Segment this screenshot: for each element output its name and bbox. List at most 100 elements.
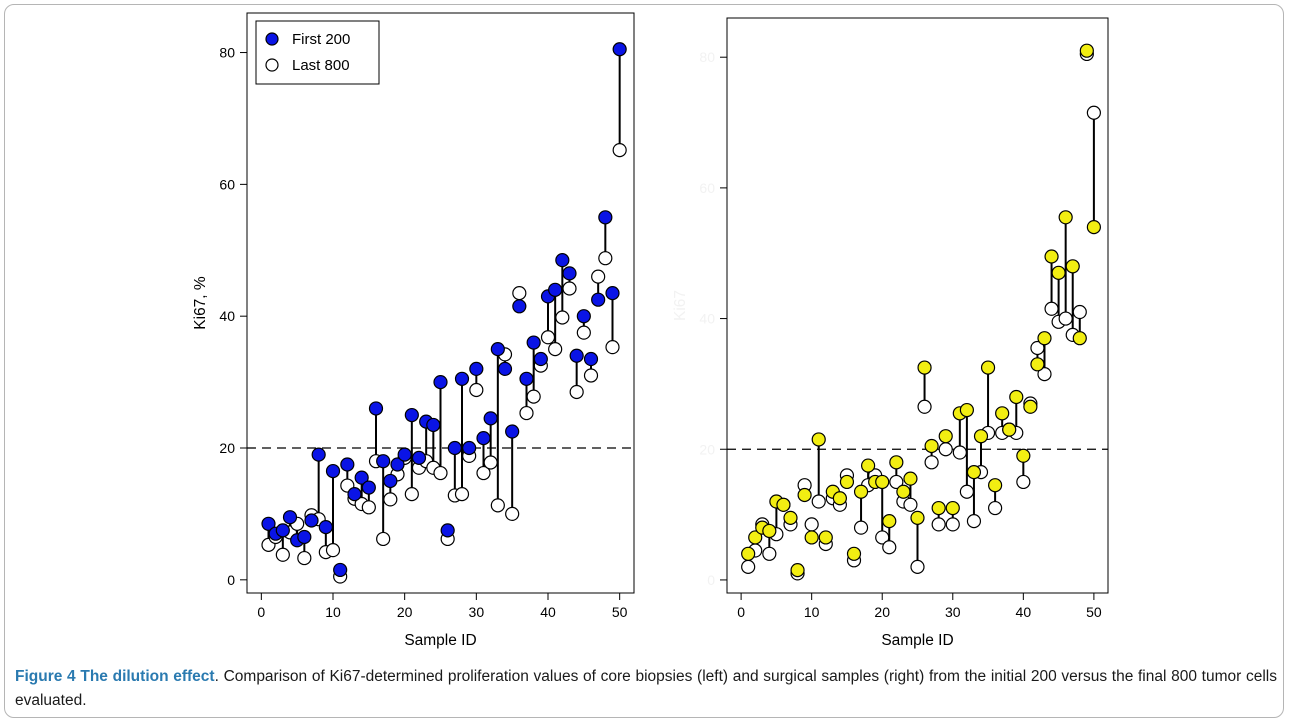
last-800-point — [275, 547, 290, 562]
last-800-point — [952, 445, 967, 460]
last-800-point — [1072, 304, 1087, 320]
x-tick-label: 0 — [737, 604, 745, 620]
first-200-point — [576, 309, 591, 324]
first-200-point — [1009, 389, 1024, 405]
last-800-point — [612, 142, 627, 158]
last-800-point — [889, 474, 904, 490]
first-200-point — [562, 266, 577, 281]
first-200-point — [483, 411, 498, 426]
first-200-point — [605, 286, 620, 301]
last-800-point — [555, 310, 570, 325]
figure-charts: 0 10 20 30 40 50 0 20 40 60 80 Sample ID Ki67, % Firs… — [192, 12, 1109, 649]
first-200-point — [861, 458, 876, 473]
last-800-point — [540, 330, 556, 345]
last-800-point — [591, 269, 606, 284]
last-800-point — [910, 559, 925, 574]
first-200-point — [361, 480, 376, 495]
first-200-point — [832, 491, 847, 506]
legend-marker-first-200 — [265, 32, 279, 46]
first-200-point — [340, 457, 355, 472]
first-200-point — [583, 351, 599, 367]
first-200-point — [354, 470, 369, 485]
last-800-point — [433, 465, 448, 481]
first-200-point — [404, 407, 419, 423]
first-200-point — [304, 513, 319, 528]
x-tick-label: 50 — [1086, 604, 1102, 620]
first-200-point — [261, 516, 276, 531]
first-200-point — [1051, 265, 1066, 280]
left-panel: 0 10 20 30 40 50 0 20 40 60 80 Sample ID Ki67, % Firs… — [192, 12, 635, 649]
first-200-point — [741, 546, 756, 561]
first-200-point — [368, 401, 384, 416]
last-800-point — [383, 492, 398, 507]
first-200-point — [797, 487, 812, 503]
legend-label-first-200: First 200 — [292, 31, 350, 48]
last-800-point — [959, 484, 974, 499]
first-200-point — [347, 487, 362, 502]
legend-box — [255, 20, 380, 85]
last-800-point — [804, 517, 819, 532]
first-200-point — [818, 530, 833, 545]
x-tick-label: 20 — [397, 604, 413, 620]
first-200-point — [1037, 331, 1052, 346]
first-200-point — [1030, 357, 1045, 372]
first-200-point — [853, 484, 869, 499]
first-200-point — [411, 450, 427, 465]
last-800-point — [988, 500, 1003, 516]
first-200-point — [1023, 399, 1038, 414]
first-200-point — [519, 371, 534, 386]
first-200-point — [440, 523, 455, 538]
x-axis-label: Sample ID — [881, 632, 953, 649]
first-200-point — [612, 42, 627, 57]
first-200-point — [462, 440, 477, 456]
plot-area-border — [246, 12, 635, 594]
caption-figure-label: Figure 4 — [15, 668, 76, 685]
first-200-point — [1044, 249, 1059, 264]
first-200-point — [1058, 210, 1073, 225]
last-800-point — [966, 514, 982, 529]
first-200-point — [917, 360, 932, 375]
first-200-point — [945, 500, 960, 516]
first-200-point — [783, 510, 798, 525]
last-800-point — [562, 281, 577, 296]
caption-title: The dilution effect — [80, 668, 215, 685]
first-200-point — [533, 351, 548, 367]
first-200-point — [988, 478, 1003, 493]
last-800-point — [598, 251, 613, 266]
last-800-point — [512, 286, 527, 301]
last-800-point — [1044, 301, 1059, 316]
last-800-point — [583, 368, 599, 383]
x-tick-label: 10 — [325, 604, 341, 620]
first-200-point — [889, 455, 904, 470]
plot-area-border — [726, 17, 1109, 594]
first-200-point — [447, 440, 462, 456]
first-200-point — [973, 429, 989, 444]
first-200-point — [995, 406, 1010, 421]
first-200-point — [569, 348, 584, 363]
figure-frame — [4, 4, 1284, 718]
first-200-point — [1079, 43, 1094, 58]
first-200-point — [1002, 422, 1017, 437]
first-200-point — [903, 471, 918, 486]
last-800-point — [875, 530, 890, 545]
last-800-point — [476, 465, 491, 481]
first-200-point — [512, 299, 527, 314]
last-800-point — [576, 325, 591, 340]
first-200-point — [846, 546, 862, 561]
first-200-point — [497, 361, 513, 377]
first-200-point — [333, 562, 348, 578]
last-800-point — [924, 455, 939, 470]
y-tick-label: 40 — [699, 311, 715, 327]
last-800-point — [404, 487, 419, 502]
first-200-point — [910, 510, 925, 525]
first-200-point — [924, 438, 939, 454]
first-200-point — [966, 465, 982, 480]
first-200-point — [1065, 259, 1080, 274]
x-tick-label: 0 — [257, 604, 265, 620]
last-800-point — [297, 550, 312, 566]
last-800-point — [1037, 367, 1052, 382]
first-200-point — [931, 500, 946, 516]
last-800-point — [361, 500, 376, 515]
first-200-point — [311, 447, 326, 462]
x-tick-label: 30 — [469, 604, 485, 620]
